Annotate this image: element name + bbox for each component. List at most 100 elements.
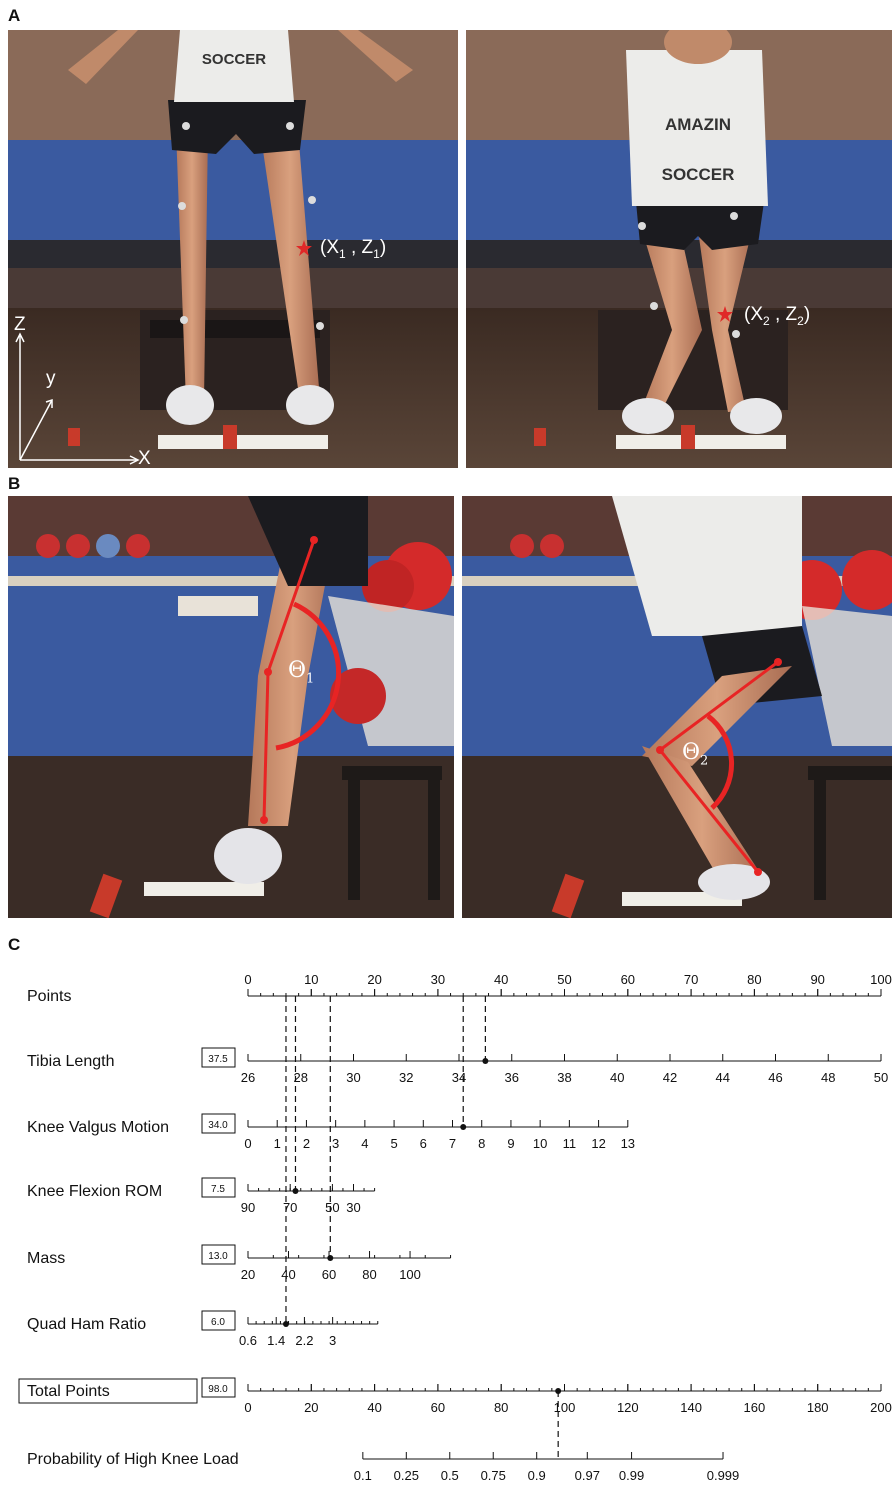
tick-label-points: 60 <box>621 972 635 987</box>
tick-label-knee-valgus-motion: 8 <box>478 1136 485 1151</box>
tick-label-knee-valgus-motion: 4 <box>361 1136 368 1151</box>
panel-a-right-photo: AMAZIN SOCCER (X2 , Z2) <box>466 30 892 468</box>
tick-label-probability-of-high-knee-load: 0.97 <box>575 1468 600 1483</box>
panel-label-b: B <box>8 474 21 493</box>
tick-label-tibia-length: 26 <box>241 1070 255 1085</box>
marker-quad-ham-ratio <box>282 1321 289 1327</box>
tick-label-points: 100 <box>870 972 892 987</box>
tick-label-knee-valgus-motion: 1 <box>274 1136 281 1151</box>
theta-label-2: Θ2 <box>682 740 709 769</box>
tick-label-total-points: 180 <box>807 1400 829 1415</box>
knee-angle-overlay-1 <box>262 539 342 821</box>
shirt-text-right-1: AMAZIN <box>665 115 731 134</box>
knee-point-marker-2 <box>717 306 733 322</box>
tick-label-mass: 100 <box>399 1267 421 1282</box>
tick-label-probability-of-high-knee-load: 0.5 <box>441 1468 459 1483</box>
tick-label-knee-valgus-motion: 10 <box>533 1136 547 1151</box>
row-label-knee-flexion-rom: Knee Flexion ROM <box>27 1183 162 1200</box>
tick-label-total-points: 140 <box>680 1400 702 1415</box>
tick-label-knee-valgus-motion: 6 <box>420 1136 427 1151</box>
panel-b-right-photo: Θ2 <box>462 496 892 918</box>
tick-label-points: 10 <box>304 972 318 987</box>
axis-label-x: X <box>138 448 151 468</box>
tick-label-tibia-length: 42 <box>663 1070 677 1085</box>
tick-label-knee-valgus-motion: 13 <box>621 1136 635 1151</box>
tick-label-knee-valgus-motion: 3 <box>332 1136 339 1151</box>
tick-label-mass: 40 <box>281 1267 295 1282</box>
tick-label-knee-valgus-motion: 7 <box>449 1136 456 1151</box>
tick-label-quad-ham-ratio: 0.6 <box>239 1333 257 1348</box>
row-label-probability-of-high-knee-load: Probability of High Knee Load <box>27 1451 239 1468</box>
tick-label-total-points: 80 <box>494 1400 508 1415</box>
value-box-total-points <box>201 1377 236 1398</box>
value-box-text-mass: 13.0 <box>208 1251 228 1262</box>
panel-a-left-photo: SOCCER (X1 , Z1) Z y X <box>8 30 458 468</box>
tick-label-knee-flexion-rom: 50 <box>325 1200 339 1215</box>
knee-point-marker-1 <box>296 240 312 256</box>
value-box-tibia-length <box>201 1047 236 1068</box>
value-box-text-total-points: 98.0 <box>208 1384 228 1395</box>
row-label-mass: Mass <box>27 1250 65 1267</box>
tick-label-probability-of-high-knee-load: 0.75 <box>481 1468 506 1483</box>
panel-b-left-photo: Θ1 <box>8 496 454 918</box>
tick-label-knee-valgus-motion: 12 <box>591 1136 605 1151</box>
tick-label-points: 0 <box>244 972 251 987</box>
tick-label-knee-flexion-rom: 30 <box>346 1200 360 1215</box>
tick-label-probability-of-high-knee-load: 0.99 <box>619 1468 644 1483</box>
value-box-knee-flexion-rom <box>201 1177 236 1198</box>
tick-label-knee-flexion-rom: 70 <box>283 1200 297 1215</box>
tick-label-points: 70 <box>684 972 698 987</box>
tick-label-knee-valgus-motion: 11 <box>563 1136 577 1151</box>
tick-label-points: 80 <box>747 972 761 987</box>
shirt-text-right-2: SOCCER <box>662 165 735 184</box>
tick-label-tibia-length: 40 <box>610 1070 624 1085</box>
tick-label-tibia-length: 46 <box>768 1070 782 1085</box>
knee-angle-overlay-2 <box>658 660 779 873</box>
axis-label-y: y <box>46 368 56 389</box>
tick-label-probability-of-high-knee-load: 0.9 <box>528 1468 546 1483</box>
value-box-quad-ham-ratio <box>201 1310 236 1331</box>
tick-label-quad-ham-ratio: 1.4 <box>267 1333 285 1348</box>
xyz-axes <box>15 332 140 465</box>
total-points-label-box <box>18 1378 198 1404</box>
tick-label-knee-valgus-motion: 2 <box>303 1136 310 1151</box>
coordinate-label-1: (X1 , Z1) <box>320 237 387 261</box>
tick-label-probability-of-high-knee-load: 0.999 <box>707 1468 740 1483</box>
tick-label-probability-of-high-knee-load: 0.1 <box>354 1468 372 1483</box>
shirt-text-left: SOCCER <box>202 51 266 68</box>
tick-label-probability-of-high-knee-load: 0.25 <box>394 1468 419 1483</box>
tick-label-points: 50 <box>557 972 571 987</box>
tick-label-knee-valgus-motion: 5 <box>390 1136 397 1151</box>
value-box-text-quad-ham-ratio: 6.0 <box>211 1317 225 1328</box>
tick-label-total-points: 160 <box>744 1400 766 1415</box>
value-box-mass <box>201 1244 236 1265</box>
tick-label-points: 30 <box>431 972 445 987</box>
tick-label-knee-flexion-rom: 90 <box>241 1200 255 1215</box>
tick-label-points: 90 <box>810 972 824 987</box>
tick-label-total-points: 100 <box>554 1400 576 1415</box>
value-box-knee-valgus-motion <box>201 1113 236 1134</box>
tick-label-total-points: 40 <box>367 1400 381 1415</box>
tick-label-total-points: 200 <box>870 1400 892 1415</box>
tick-label-tibia-length: 30 <box>346 1070 360 1085</box>
row-label-points: Points <box>27 988 71 1005</box>
tick-label-total-points: 0 <box>244 1400 251 1415</box>
value-box-text-knee-flexion-rom: 7.5 <box>211 1184 225 1195</box>
tick-label-tibia-length: 48 <box>821 1070 835 1085</box>
tick-label-tibia-length: 50 <box>874 1070 888 1085</box>
tick-label-tibia-length: 44 <box>716 1070 730 1085</box>
tick-label-tibia-length: 28 <box>294 1070 308 1085</box>
row-label-tibia-length: Tibia Length <box>27 1053 114 1070</box>
tick-label-tibia-length: 34 <box>452 1070 466 1085</box>
tick-label-tibia-length: 36 <box>505 1070 519 1085</box>
tick-label-total-points: 120 <box>617 1400 639 1415</box>
value-box-text-knee-valgus-motion: 34.0 <box>208 1120 228 1131</box>
tick-label-points: 40 <box>494 972 508 987</box>
coordinate-label-2: (X2 , Z2) <box>744 304 811 328</box>
tick-label-tibia-length: 38 <box>557 1070 571 1085</box>
tick-label-total-points: 60 <box>431 1400 445 1415</box>
tick-label-mass: 60 <box>322 1267 336 1282</box>
tick-label-quad-ham-ratio: 3 <box>329 1333 336 1348</box>
tick-label-total-points: 20 <box>304 1400 318 1415</box>
